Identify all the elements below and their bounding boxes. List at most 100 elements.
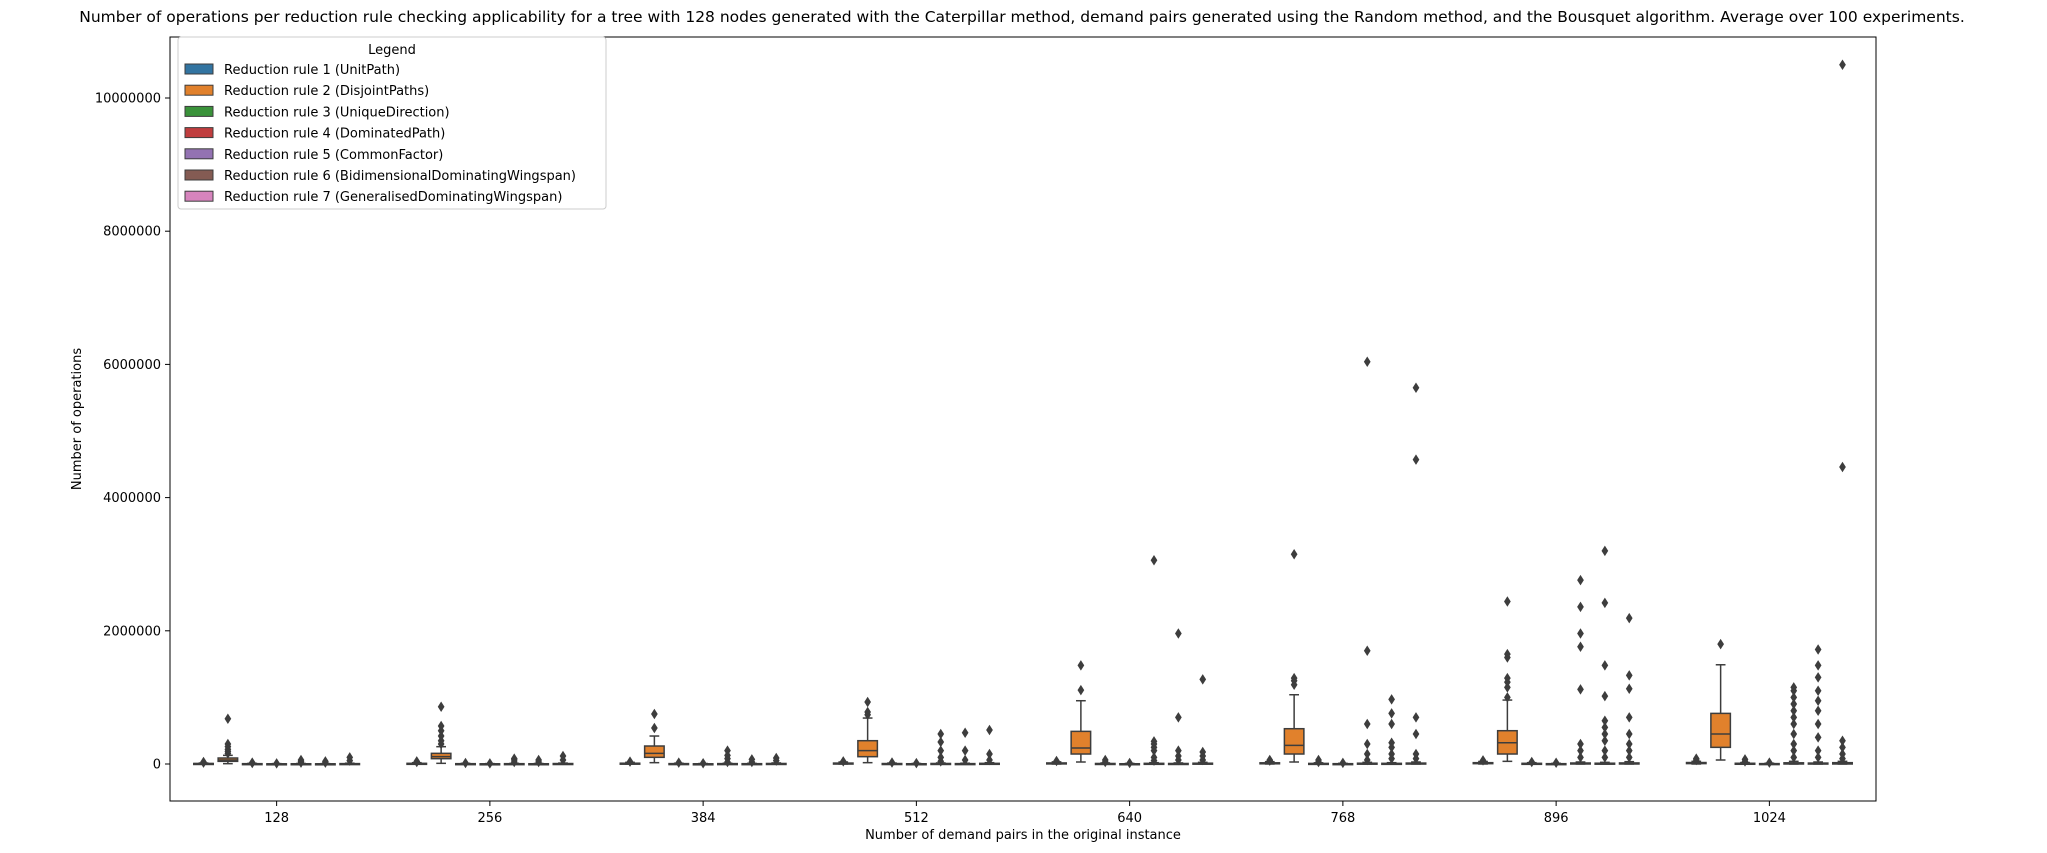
legend-swatch: [184, 127, 214, 139]
x-axis: 128 256 384 512 640 768 896 1024: [264, 801, 1786, 826]
outlier-point: [1150, 752, 1158, 763]
box: [1119, 757, 1141, 769]
outlier-point: [1790, 705, 1798, 716]
outlier-point: [1504, 596, 1511, 607]
outlier-point: [248, 757, 256, 768]
y-tick-label: 0: [153, 758, 161, 773]
outlier-point: [486, 758, 494, 769]
box: [1807, 644, 1829, 765]
box: [1143, 554, 1165, 766]
outlier-point: [559, 750, 567, 762]
outlier-point: [1412, 748, 1420, 760]
x-tick-label: 128: [264, 811, 289, 826]
outlier-point: [1625, 745, 1633, 756]
box: [1685, 753, 1707, 766]
outlier-point: [1363, 645, 1371, 657]
outlier-point: [1101, 754, 1109, 766]
outlier-point: [1790, 738, 1798, 750]
outlier-point: [1412, 382, 1420, 393]
outlier-point: [1790, 752, 1798, 763]
outlier-point: [437, 720, 445, 732]
x-tick-label: 384: [691, 811, 716, 826]
outlier-point: [1504, 682, 1511, 693]
outlier-point: [297, 754, 305, 766]
box-body: [1283, 727, 1305, 755]
outlier-point: [1412, 712, 1420, 723]
box: [503, 753, 525, 768]
outlier-point: [1790, 692, 1798, 703]
outlier-point: [1790, 682, 1798, 693]
outlier-point: [1790, 712, 1798, 723]
x-tick-label: 768: [1330, 811, 1355, 826]
outlier-point: [772, 752, 780, 764]
outlier-point: [986, 754, 993, 766]
box: [1094, 754, 1116, 768]
outlier-point: [1625, 670, 1633, 681]
outlier-point: [1814, 644, 1822, 655]
outlier-point: [1839, 59, 1846, 70]
outlier-point: [224, 738, 232, 750]
outlier-point: [1766, 757, 1773, 768]
box: [430, 701, 452, 765]
box: [1192, 674, 1214, 766]
plot-frame: [169, 36, 1877, 802]
box-body: [1070, 730, 1092, 755]
x-tick-label: 256: [477, 811, 502, 826]
box: [1618, 612, 1640, 765]
outlier-point: [1175, 745, 1182, 756]
x-tick-label: 640: [1117, 811, 1142, 826]
outlier-point: [626, 756, 634, 767]
outlier-point: [937, 728, 945, 740]
outlier-point: [1504, 692, 1511, 703]
outlier-point: [1577, 738, 1584, 750]
box: [857, 696, 879, 764]
box: [1356, 356, 1378, 766]
outlier-point: [1814, 752, 1822, 763]
box: [1783, 682, 1805, 765]
box: [1758, 757, 1780, 768]
outlier-point: [748, 754, 756, 765]
box: [528, 754, 550, 768]
box: [479, 758, 501, 769]
outlier-point: [322, 756, 329, 767]
box: [1734, 754, 1756, 767]
outlier-point: [437, 730, 445, 742]
box: [881, 757, 903, 768]
y-tick-label: 10000000: [95, 92, 161, 107]
box: [954, 727, 976, 766]
outlier-point: [1077, 660, 1085, 671]
box: [1594, 545, 1616, 765]
outlier-point: [1126, 757, 1133, 769]
legend-entry-label: Reduction rule 5 (CommonFactor): [224, 148, 443, 163]
box-body: [857, 739, 879, 758]
box: [978, 724, 1000, 766]
outlier-point: [1363, 748, 1371, 760]
outlier-point: [1814, 732, 1822, 743]
outlier-point: [1625, 612, 1633, 624]
outlier-point: [1290, 548, 1298, 560]
box: [406, 756, 428, 768]
outlier-point: [1625, 728, 1633, 740]
outlier-point: [535, 754, 542, 766]
legend-frame: [177, 36, 607, 210]
legend-entry-label: Reduction rule 2 (DisjointPaths): [224, 84, 429, 99]
legend-swatch: [184, 148, 214, 160]
outlier-point: [699, 757, 707, 769]
box: [930, 728, 952, 767]
outlier-point: [651, 708, 658, 720]
box: [1831, 59, 1853, 765]
box: [1381, 694, 1403, 766]
outlier-point: [273, 758, 280, 769]
outlier-point: [864, 696, 871, 708]
outlier-point: [1814, 745, 1822, 756]
box: [1308, 754, 1330, 768]
legend-entry-label: Reduction rule 1 (UnitPath): [224, 63, 400, 78]
outlier-point: [1150, 554, 1158, 566]
outlier-point: [1814, 672, 1822, 683]
box: [1070, 660, 1092, 763]
outlier-point: [961, 754, 969, 766]
outlier-point: [937, 745, 945, 756]
outlier-point: [1053, 755, 1060, 767]
box: [241, 757, 263, 769]
box: [1405, 382, 1427, 765]
